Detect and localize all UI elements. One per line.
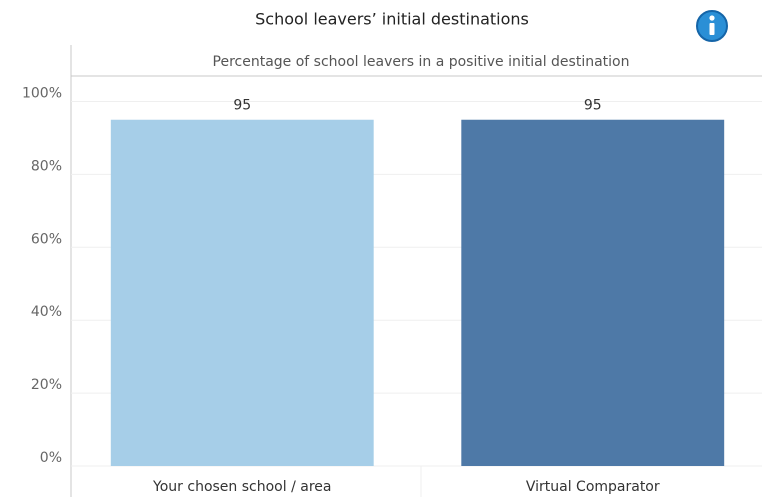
info-icon[interactable]	[696, 10, 728, 42]
y-tick-label: 100%	[22, 86, 62, 102]
chart-subtitle: Percentage of school leavers in a positi…	[213, 54, 630, 70]
y-tick-label: 80%	[31, 158, 62, 174]
bar	[110, 119, 374, 467]
bar	[461, 119, 725, 467]
x-tick-label: Your chosen school / area	[152, 479, 331, 495]
data-label: 95	[584, 98, 602, 114]
y-tick-label: 60%	[31, 231, 62, 247]
y-tick-label: 20%	[31, 377, 62, 393]
data-label: 95	[233, 98, 251, 114]
y-tick-label: 40%	[31, 304, 62, 320]
y-tick-label: 0%	[40, 450, 62, 466]
x-tick-label: Virtual Comparator	[526, 479, 660, 495]
chart-title: School leavers’ initial destinations	[255, 10, 529, 29]
